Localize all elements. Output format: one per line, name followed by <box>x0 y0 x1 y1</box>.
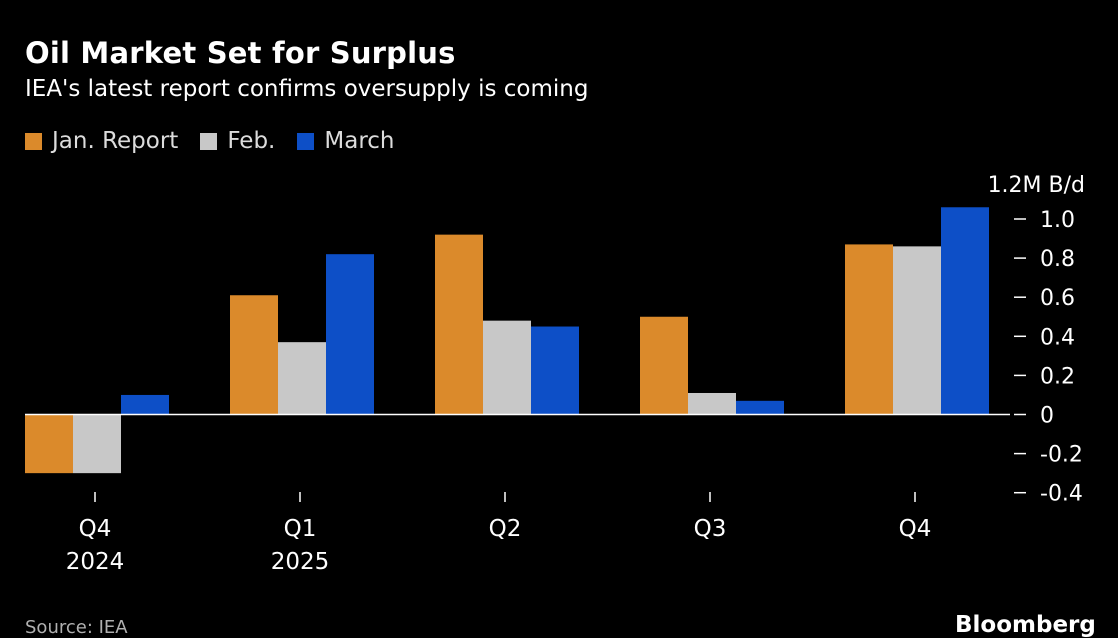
x-tick-label-3-0: Q3 <box>694 516 727 542</box>
y-tick-label-5: 0 <box>1040 404 1054 429</box>
bar-jan-3 <box>640 316 688 415</box>
y-tick-label-4: 0.2 <box>1040 364 1075 389</box>
legend-label-march: March <box>324 128 395 154</box>
x-tick-label-0-1: 2024 <box>66 549 125 575</box>
bar-feb-1 <box>278 342 326 415</box>
x-tick-label-1-0: Q1 <box>284 516 317 542</box>
x-tick-label-2-0: Q2 <box>489 516 522 542</box>
bar-march-4 <box>941 207 989 415</box>
legend-swatch-feb <box>200 132 218 150</box>
x-tick-label-0-0: Q4 <box>79 516 112 542</box>
chart-legend: Jan. Report Feb. March <box>25 128 417 154</box>
legend-swatch-march <box>297 132 315 150</box>
chart-title: Oil Market Set for Surplus <box>25 36 456 70</box>
bloomberg-logo: Bloomberg <box>955 612 1096 638</box>
y-tick-label-0: 1.0 <box>1040 208 1075 233</box>
bar-jan-0 <box>25 414 73 474</box>
bar-feb-3 <box>688 392 736 415</box>
bar-march-0 <box>121 394 169 415</box>
legend-item-march: March <box>297 128 395 154</box>
bar-feb-4 <box>893 246 941 415</box>
bar-march-1 <box>326 254 374 415</box>
y-axis-unit-label: 1.2M B/d <box>988 173 1085 198</box>
bar-jan-4 <box>845 244 893 415</box>
bar-jan-2 <box>435 234 483 415</box>
bar-feb-0 <box>73 414 121 474</box>
y-tick-label-1: 0.8 <box>1040 247 1075 272</box>
bar-march-3 <box>736 400 784 415</box>
bar-feb-2 <box>483 320 531 415</box>
legend-label-feb: Feb. <box>227 128 276 154</box>
legend-item-jan: Jan. Report <box>25 128 178 154</box>
legend-label-jan: Jan. Report <box>52 128 179 154</box>
legend-swatch-jan <box>25 132 42 150</box>
y-tick-label-7: -0.4 <box>1040 482 1083 507</box>
y-tick-label-2: 0.6 <box>1040 286 1075 311</box>
x-tick-label-1-1: 2025 <box>271 549 330 575</box>
legend-item-feb: Feb. <box>200 128 275 154</box>
chart-subtitle: IEA's latest report confirms oversupply … <box>25 76 589 102</box>
bar-march-2 <box>531 326 579 415</box>
y-tick-label-6: -0.2 <box>1040 443 1083 468</box>
bar-jan-1 <box>230 295 278 415</box>
y-tick-label-3: 0.4 <box>1040 325 1075 350</box>
x-tick-label-4-0: Q4 <box>899 516 932 542</box>
